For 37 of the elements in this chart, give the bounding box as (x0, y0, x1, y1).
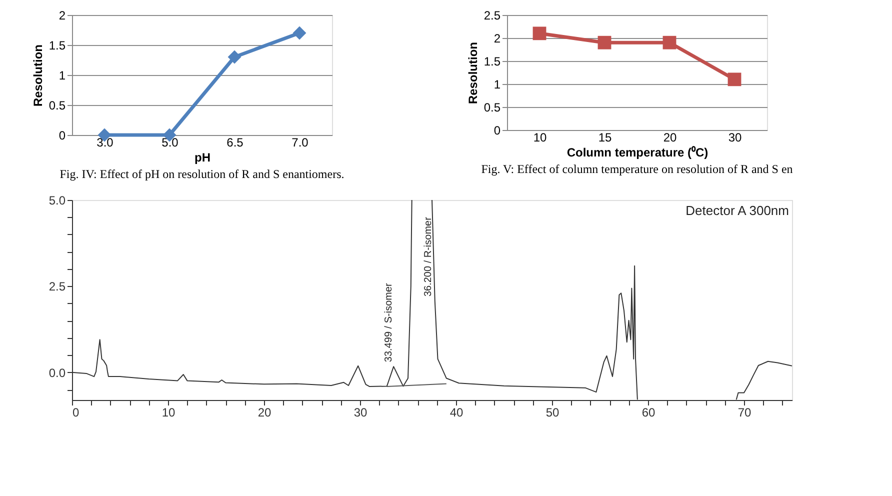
x-tick-label: 15 (598, 130, 612, 144)
y-tick-label: 2.5 (48, 280, 66, 294)
y-tick-label: 1 (58, 68, 66, 82)
y-tick-label: 0.5 (48, 98, 66, 112)
y-tick-label: 0.0 (48, 366, 66, 380)
x-axis-title: Column temperature (⁰C) (566, 146, 708, 160)
y-tick-label: 1.5 (48, 38, 66, 52)
annotation: Detector A 300nm (686, 203, 789, 218)
annotation: 33.499 / S-isomer (384, 282, 395, 362)
y-axis-title: Resolution (30, 44, 45, 106)
text: Fig. V: Effect of column temperature on resolution of R and S en (481, 162, 793, 176)
x-tick-label: 30 (728, 130, 742, 144)
x-tick-label: 60 (642, 406, 656, 420)
x-tick-label: 7.0 (292, 136, 309, 150)
annotation: 36.200 / R-isomer (422, 216, 434, 297)
y-tick-label: 2.5 (484, 8, 501, 22)
text: Fig. IV: Effect of pH on resolution of R and S enantiomers. (60, 167, 344, 181)
x-tick-label: 10 (533, 130, 547, 144)
x-tick-label: 5.0 (162, 136, 179, 150)
y-tick-label: 5.0 (48, 194, 66, 208)
x-tick-label: 70 (738, 406, 752, 420)
x-tick-label: 3.0 (96, 136, 114, 150)
x-tick-label: 0 (72, 406, 80, 420)
x-tick-label: 20 (258, 406, 272, 420)
y-tick-label: 2 (58, 8, 66, 22)
x-tick-label: 10 (162, 406, 176, 420)
x-tick-label: 20 (663, 130, 677, 144)
y-tick-label: 1 (494, 78, 501, 92)
y-tick-label: 1.5 (484, 54, 501, 68)
y-tick-label: 0.5 (484, 100, 501, 114)
x-tick-label: 30 (354, 406, 368, 420)
x-axis-title: pH (194, 150, 210, 164)
x-tick-label: 50 (546, 406, 560, 420)
y-axis-title: Resolution (466, 42, 480, 104)
x-tick-label: 40 (450, 406, 464, 420)
x-tick-label: 6.5 (226, 136, 244, 150)
y-tick-label: 2 (494, 32, 501, 46)
